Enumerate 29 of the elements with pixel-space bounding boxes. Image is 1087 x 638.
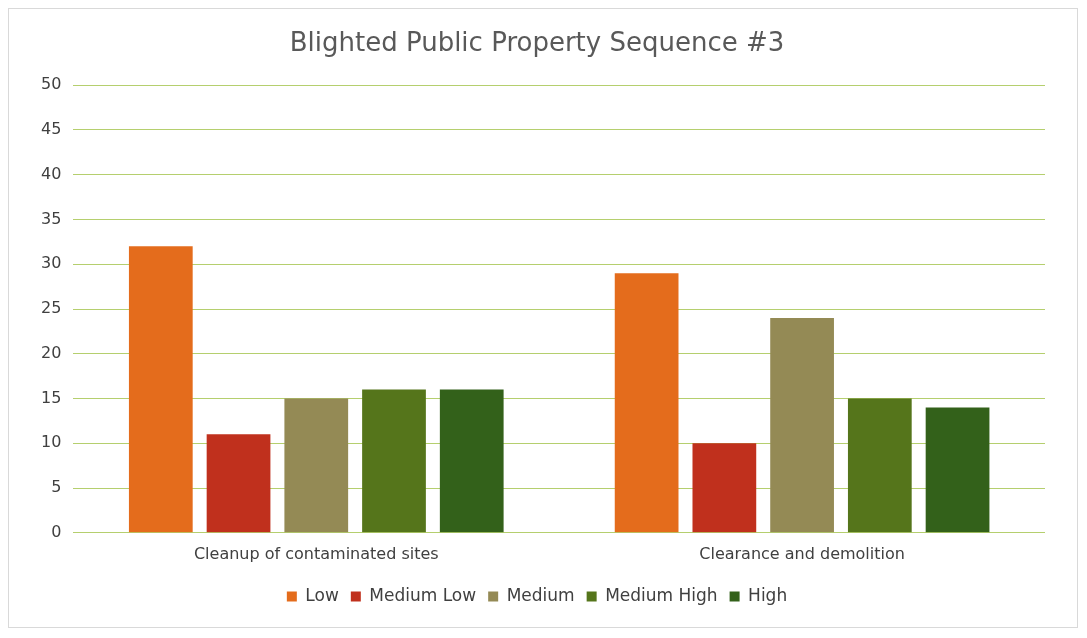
- legend-label: Medium Low: [369, 584, 477, 605]
- bar: [206, 434, 271, 533]
- y-tick-label: 35: [41, 208, 62, 228]
- legend-label: Low: [305, 584, 339, 605]
- x-tick-label: Cleanup of contaminated sites: [193, 543, 439, 563]
- legend-label: Medium High: [605, 584, 718, 605]
- bar: [692, 443, 757, 533]
- y-tick-label: 20: [41, 342, 62, 362]
- y-tick-label: 25: [41, 298, 62, 318]
- bar: [925, 407, 990, 533]
- bar: [847, 398, 912, 533]
- bar: [128, 246, 193, 533]
- bar: [284, 398, 349, 533]
- bar: [362, 389, 426, 533]
- y-tick-label: 30: [41, 253, 62, 273]
- legend-label: High: [748, 584, 788, 605]
- y-tick-label: 10: [41, 432, 62, 452]
- y-tick-label: 5: [51, 477, 62, 497]
- y-tick-label: 15: [41, 387, 62, 407]
- bar: [614, 273, 679, 533]
- chart-title: Blighted Public Property Sequence #3: [289, 27, 785, 58]
- bar: [770, 317, 834, 533]
- legend-label: Medium: [506, 584, 575, 605]
- x-tick-label: Clearance and demolition: [699, 543, 905, 563]
- bar: [439, 389, 504, 533]
- y-tick-label: 40: [41, 163, 62, 183]
- y-tick-label: 50: [41, 74, 62, 94]
- y-tick-label: 45: [41, 119, 62, 139]
- y-tick-label: 0: [51, 521, 62, 541]
